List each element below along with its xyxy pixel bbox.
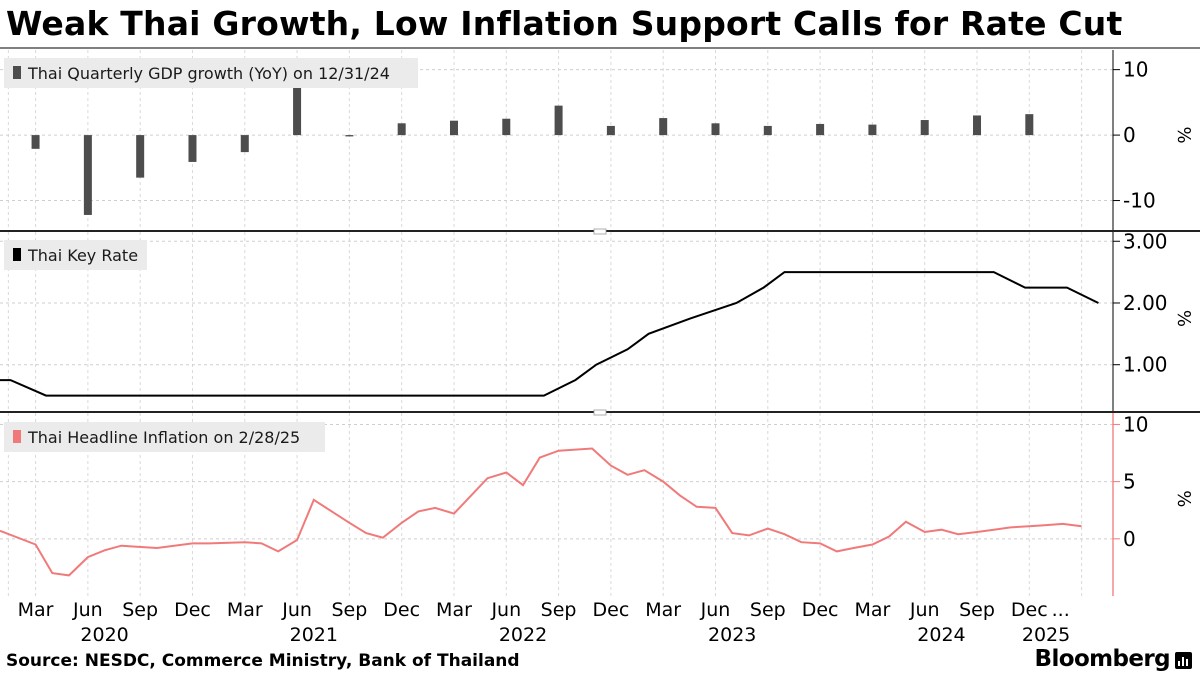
x-tick-label-year: 2022 <box>499 624 547 646</box>
x-tick-label-year: 2025 <box>1022 624 1070 646</box>
x-tick-label-month: Mar <box>854 599 890 621</box>
x-tick-label-month: Jun <box>700 599 731 621</box>
legend-label-rate: Thai Key Rate <box>27 246 138 265</box>
chart-title: Weak Thai Growth, Low Inflation Support … <box>6 4 1123 43</box>
x-tick-label-year: 2024 <box>917 624 965 646</box>
x-tick-label-month: Mar <box>436 599 472 621</box>
gdp-bar <box>554 105 563 136</box>
gdp-bar <box>188 135 197 162</box>
y-axis-unit: % <box>1173 127 1194 144</box>
gdp-bar <box>711 123 720 136</box>
gdp-bar <box>502 118 511 136</box>
x-tick-label-month: Dec <box>593 599 630 621</box>
x-tick-label-month: Sep <box>750 599 786 621</box>
gdp-bar <box>763 125 772 136</box>
gdp-bar <box>816 123 825 136</box>
gdp-bar <box>920 120 929 136</box>
y-tick-label: 10 <box>1123 412 1148 436</box>
x-tick-label-month: Mar <box>18 599 54 621</box>
x-tick-label-month: ... <box>1052 599 1070 621</box>
x-tick-label-month: Mar <box>227 599 263 621</box>
y-axis-unit: % <box>1173 310 1194 327</box>
y-tick-label: 0 <box>1123 527 1136 551</box>
gdp-bar <box>31 135 40 149</box>
panel-resize-handle <box>593 228 607 235</box>
x-tick-label-month: Mar <box>645 599 681 621</box>
gdp-bar <box>136 135 145 178</box>
legend-box-gdp <box>4 58 418 88</box>
x-tick-label-month: Sep <box>541 599 577 621</box>
legend-label-inflation: Thai Headline Inflation on 2/28/25 <box>27 428 300 447</box>
inflation-line <box>0 447 1082 577</box>
gdp-bar <box>293 84 302 136</box>
x-tick-label-month: Jun <box>909 599 940 621</box>
key-rate-line <box>0 271 1099 397</box>
x-tick-label-month: Jun <box>281 599 312 621</box>
gdp-bar <box>973 115 982 136</box>
x-tick-label-year: 2021 <box>290 624 338 646</box>
gdp-bar <box>868 124 877 136</box>
x-tick-label-year: 2023 <box>708 624 756 646</box>
x-tick-label-month: Sep <box>331 599 367 621</box>
legend-box-inflation <box>4 422 325 452</box>
legend-swatch-rate <box>13 248 21 261</box>
source-note: Source: NESDC, Commerce Ministry, Bank o… <box>6 651 520 671</box>
gdp-bar <box>397 123 406 136</box>
gdp-bar <box>659 118 668 136</box>
legend-label-gdp: Thai Quarterly GDP growth (YoY) on 12/31… <box>27 64 390 83</box>
legend-swatch-inflation <box>13 430 21 443</box>
x-tick-label-month: Dec <box>383 599 420 621</box>
bloomberg-terminal-icon <box>1175 652 1192 669</box>
x-tick-label-month: Dec <box>174 599 211 621</box>
y-axis-unit: % <box>1173 490 1194 507</box>
y-tick-label: 0 <box>1123 123 1136 147</box>
gdp-bar <box>606 125 615 136</box>
bloomberg-logo: Bloomberg <box>1034 646 1171 672</box>
y-tick-label: 2.00 <box>1123 291 1168 315</box>
y-tick-label: -10 <box>1123 189 1156 213</box>
gdp-bar <box>240 135 249 153</box>
x-tick-label-month: Sep <box>122 599 158 621</box>
marks-layer: Thai Quarterly GDP growth (YoY) on 12/31… <box>0 58 1099 577</box>
x-tick-label-month: Sep <box>959 599 995 621</box>
axes-layer: 10 0 -10% 3.00 2.00 1.00% 10 5 0% Mar Jun Sep Dec Mar… <box>0 47 1200 646</box>
panel-resize-handle <box>593 409 607 416</box>
gdp-bar <box>345 135 354 137</box>
legend-box-rate <box>4 240 147 270</box>
gdp-bar <box>1025 114 1034 136</box>
y-tick-label: 10 <box>1123 58 1148 82</box>
gdp-bar <box>83 135 92 215</box>
y-tick-label: 1.00 <box>1123 353 1168 377</box>
y-tick-label: 5 <box>1123 470 1136 494</box>
x-tick-label-month: Jun <box>72 599 103 621</box>
x-tick-label-year: 2020 <box>80 624 128 646</box>
x-tick-label-month: Dec <box>1011 599 1048 621</box>
x-tick-label-month: Jun <box>490 599 521 621</box>
x-tick-label-month: Dec <box>802 599 839 621</box>
legend-swatch-gdp <box>13 66 21 79</box>
gdp-bar <box>449 120 458 136</box>
y-tick-label: 3.00 <box>1123 229 1168 253</box>
